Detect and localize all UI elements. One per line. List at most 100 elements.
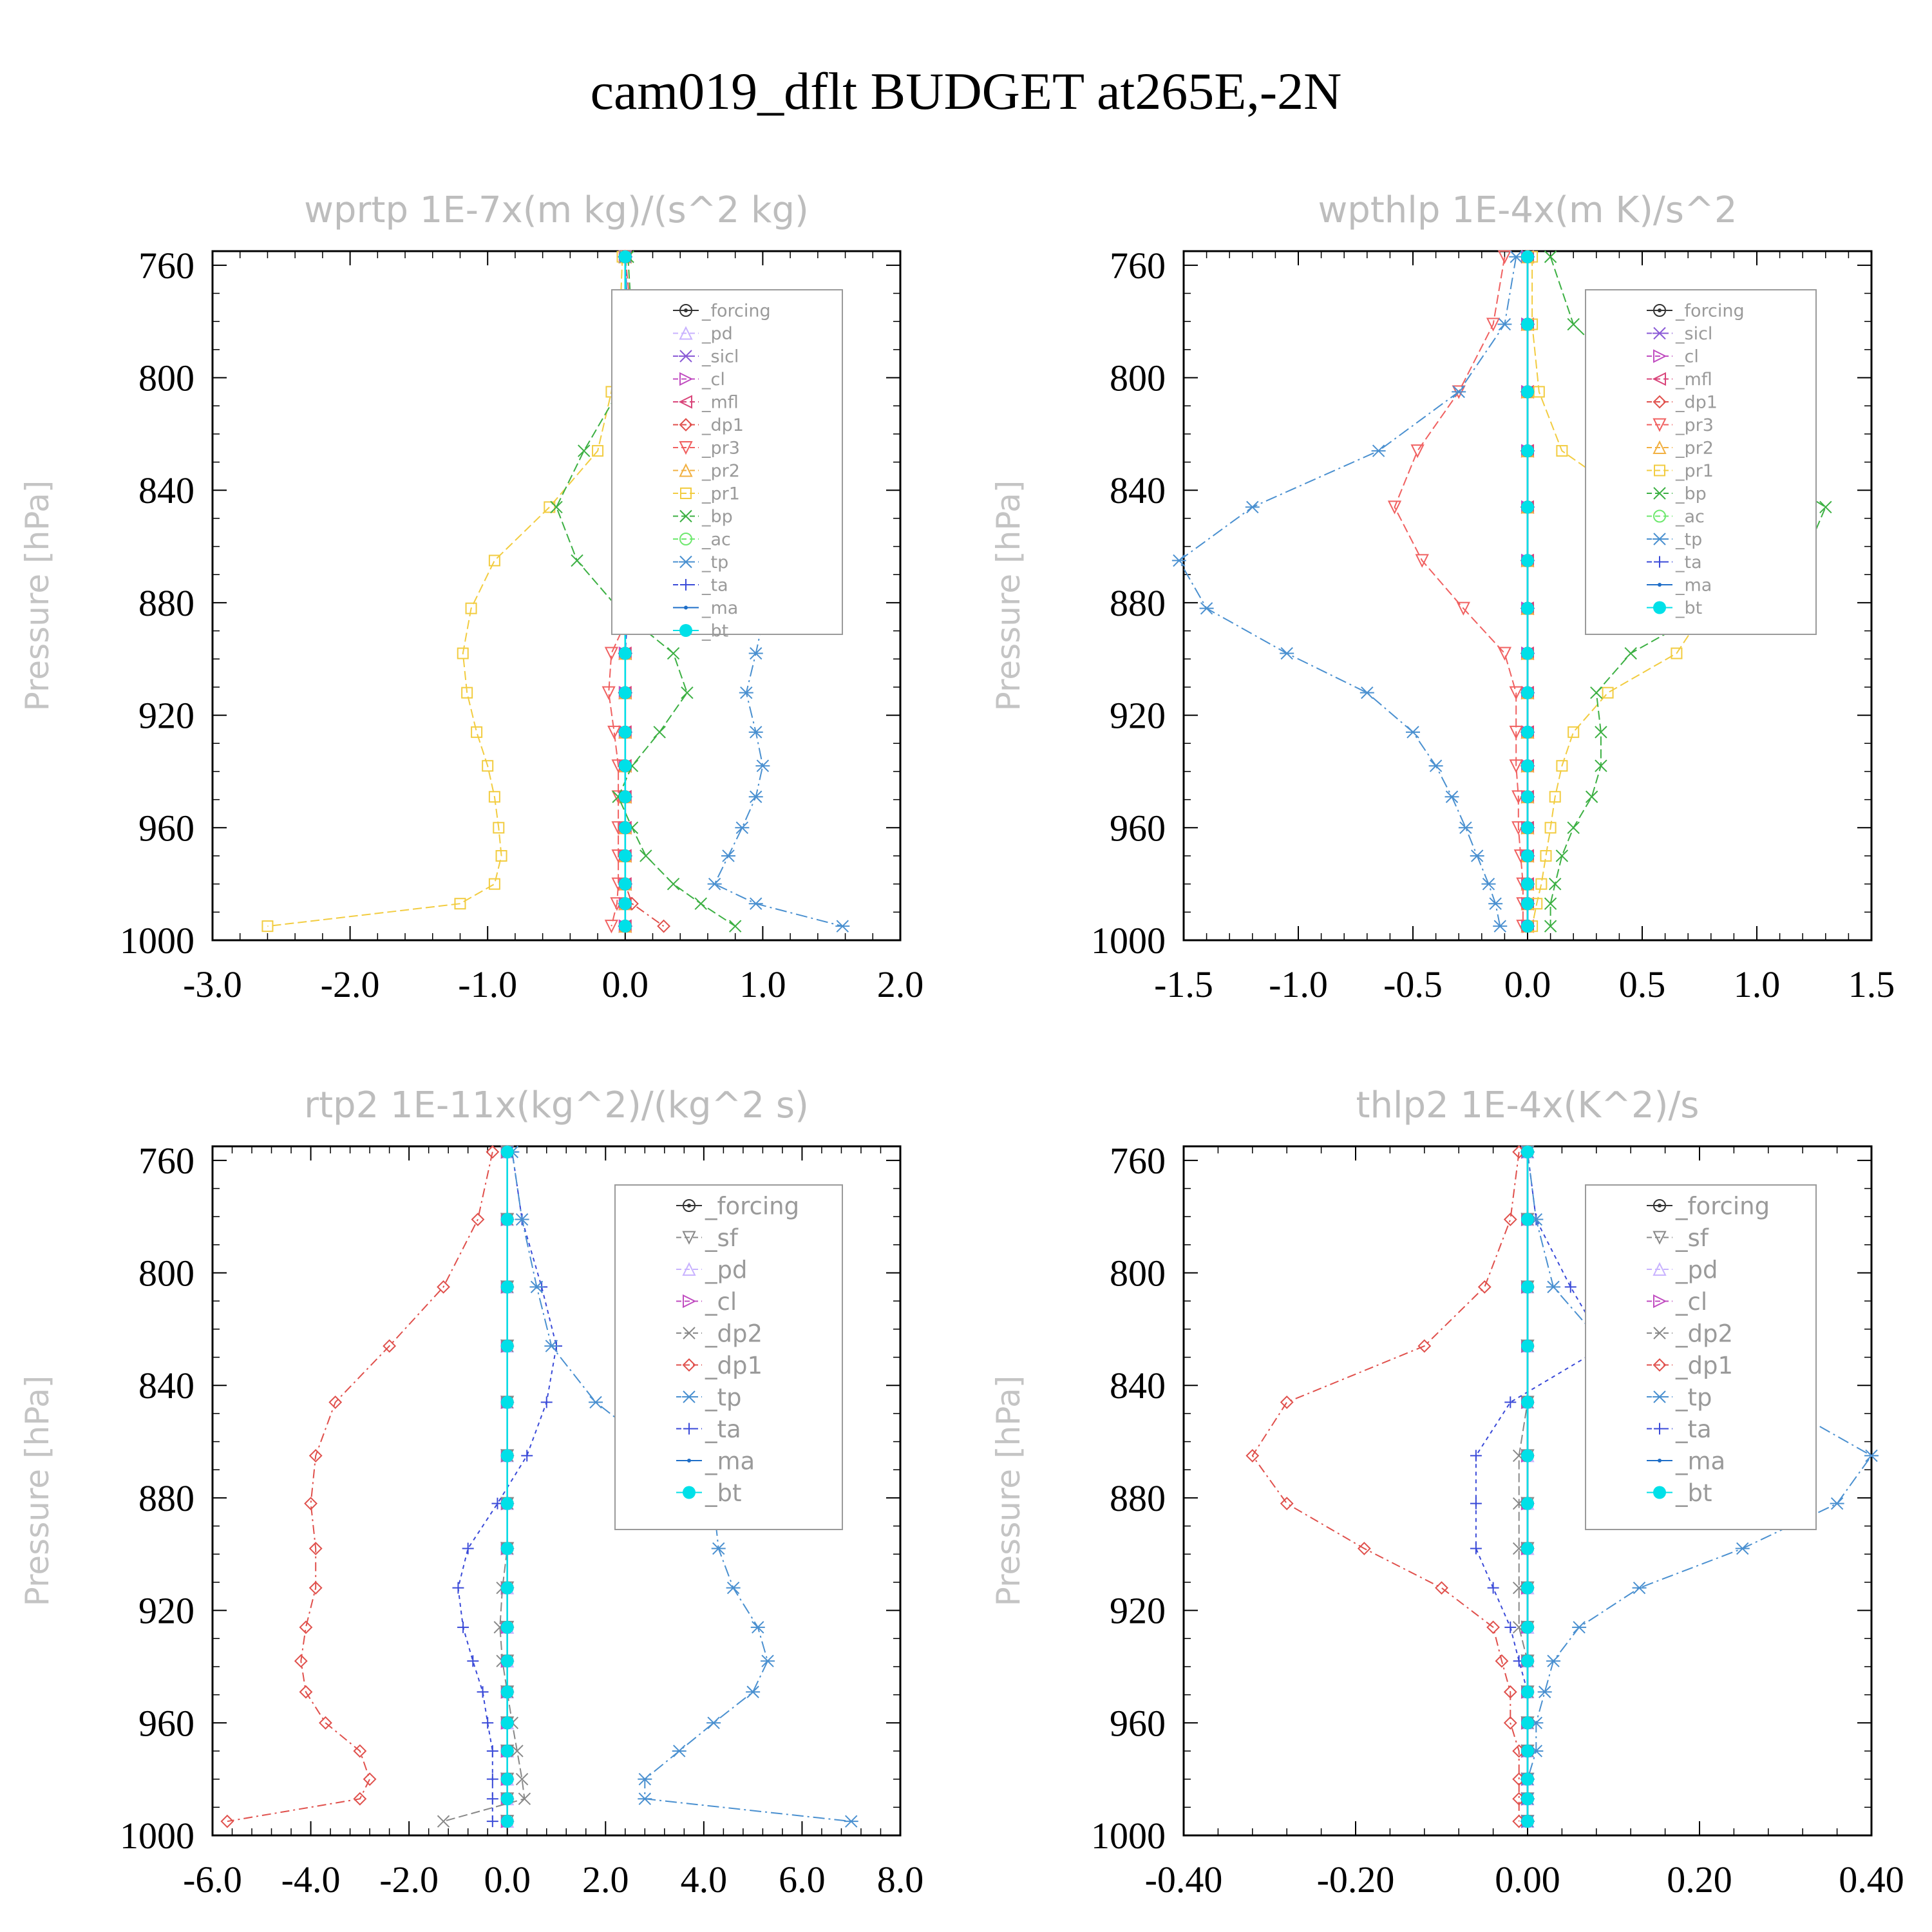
forcing-marker — [683, 1199, 696, 1212]
legend-item-forcing: _forcing — [676, 1192, 799, 1220]
dp1-marker — [299, 1685, 313, 1699]
pr1-marker — [1556, 445, 1568, 457]
bt-marker — [500, 1449, 514, 1463]
dp1-marker — [1357, 1542, 1371, 1555]
dp1-marker — [308, 1542, 323, 1555]
forcing-marker — [1653, 304, 1666, 317]
bp-marker — [653, 726, 666, 739]
x-tick-label: -2.0 — [379, 1859, 439, 1900]
bt-marker — [500, 1396, 514, 1409]
pr1-marker — [488, 554, 500, 567]
tp-marker — [1632, 1581, 1647, 1595]
bt-marker — [1521, 317, 1534, 331]
dp1-marker — [1486, 1620, 1501, 1634]
bp-marker — [1544, 251, 1557, 263]
legend-item-bt: _bt — [1647, 1479, 1712, 1507]
bt-marker — [618, 647, 632, 660]
dp1-marker — [486, 1145, 500, 1159]
legend: _forcing _pd _sicl _cl _mfl_dp1 _pr3_pr2 _pr1 _… — [611, 289, 843, 641]
pr2-marker — [1653, 440, 1667, 454]
pr1-marker — [1671, 647, 1683, 659]
bt-marker — [1521, 444, 1534, 458]
y-tick-label: 880 — [1110, 582, 1166, 624]
tp-marker — [735, 821, 750, 835]
tp-marker — [1864, 1449, 1879, 1463]
panel-2: -1.5 -1.0 -0.5 0.0 0.5 1.0 1.5 760 800 840 880 920 9… — [990, 189, 1895, 1005]
series-line — [1178, 256, 1517, 927]
ma-marker — [1658, 583, 1662, 587]
bt-marker — [1521, 821, 1534, 835]
legend-item-tp: _tp — [676, 1383, 742, 1411]
ta-marker — [540, 1396, 553, 1408]
bt-marker — [1521, 647, 1534, 660]
pr1-marker — [461, 687, 473, 699]
pr3-marker — [607, 725, 621, 740]
tp-marker — [529, 1280, 544, 1294]
y-tick-label: 760 — [138, 245, 194, 287]
panel-4: -0.40 -0.20 0.00 0.20 0.40 760 800 840 880 920 960… — [990, 1084, 1904, 1900]
y-tick-label: 960 — [138, 1702, 194, 1744]
dp1-marker — [1503, 1685, 1517, 1699]
bp-marker — [550, 500, 563, 514]
dp1-marker — [304, 1497, 317, 1511]
ta-marker — [486, 1793, 498, 1805]
legend-label: _ta — [1675, 553, 1702, 573]
panel-1: -3.0 -2.0 -1.0 0.0 1.0 2.0 760 800 840 880 920 960 1… — [19, 189, 923, 1005]
y-tick-label: 960 — [138, 807, 194, 849]
pr1-marker — [261, 920, 274, 933]
pr3-marker — [1410, 444, 1425, 459]
pr3-marker — [1456, 601, 1470, 616]
bp-marker — [694, 897, 707, 910]
bt-marker — [1521, 500, 1534, 514]
pr3-marker — [1387, 500, 1402, 515]
dp1-marker — [1495, 1654, 1509, 1668]
tp-marker — [1359, 686, 1374, 699]
x-tick-label: 0.20 — [1667, 1859, 1732, 1900]
legend-item-forcing: _forcing — [673, 301, 771, 321]
y-tick-label: 760 — [1110, 245, 1166, 287]
bt-marker — [1521, 849, 1534, 862]
dp1-marker — [682, 1358, 696, 1372]
pr1-marker — [1602, 687, 1614, 699]
y-tick-label: 840 — [1110, 1365, 1166, 1406]
dp1-marker — [1653, 1358, 1667, 1372]
legend-label: _bp — [1675, 484, 1707, 504]
legend-label: _forcing — [1675, 1192, 1770, 1220]
legend-item-sf: _sf — [1647, 1224, 1709, 1252]
series-pr1 — [261, 251, 629, 933]
tp-marker — [672, 1745, 687, 1757]
bt-marker — [500, 1280, 514, 1294]
legend-item-cl: _cl — [673, 370, 725, 390]
bp-marker — [1653, 487, 1666, 500]
series-bt — [500, 1145, 514, 1828]
legend-label: _sf — [705, 1224, 739, 1252]
legend-item-ta: _ta — [1647, 1416, 1712, 1443]
bt-marker — [500, 1744, 514, 1757]
pr3-marker — [1497, 647, 1512, 661]
bt-marker — [500, 1340, 514, 1353]
bt-marker — [679, 624, 692, 637]
ta-marker — [1564, 1281, 1577, 1293]
legend-label: _forcing — [701, 301, 771, 321]
forcing-marker-dot — [1658, 1204, 1662, 1208]
legend-item-dp1: _dp1 — [676, 1352, 762, 1379]
bt-marker — [1521, 1744, 1534, 1757]
ma-marker — [684, 605, 688, 610]
tp-marker — [1572, 1621, 1587, 1634]
tp-marker — [589, 1396, 603, 1409]
legend-label: _ta — [705, 1416, 741, 1443]
legend-label: _dp2 — [1675, 1320, 1733, 1347]
bt-marker — [1521, 1716, 1534, 1730]
bp-marker — [1595, 759, 1607, 772]
dp2-marker — [518, 1792, 531, 1805]
series-bt — [1521, 250, 1534, 933]
tp-marker — [1199, 601, 1214, 615]
bt-marker — [1521, 1280, 1534, 1294]
series-line — [1251, 1151, 1520, 1822]
bt-marker — [500, 1581, 514, 1595]
legend-label: _pr2 — [701, 461, 740, 481]
tp-marker — [544, 1340, 559, 1352]
tp-marker — [1481, 877, 1496, 891]
x-tick-label: 0.40 — [1839, 1859, 1904, 1900]
legend-label: _mfl — [1675, 370, 1712, 390]
